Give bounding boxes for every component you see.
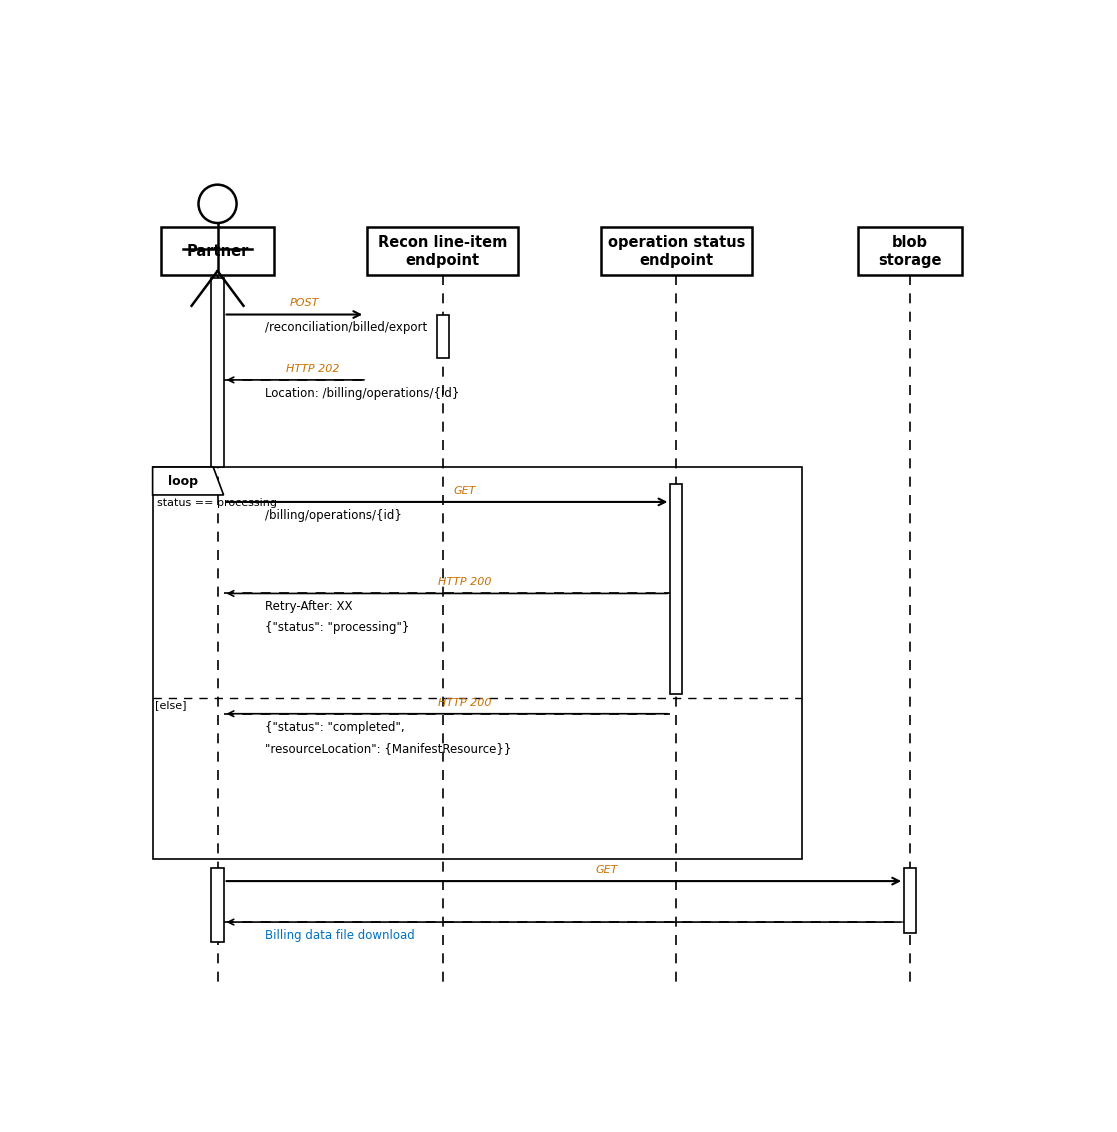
Text: /reconciliation/billed/export: /reconciliation/billed/export [265, 321, 428, 334]
Text: Recon line-item
endpoint: Recon line-item endpoint [378, 234, 507, 268]
Text: {"status": "processing"}: {"status": "processing"} [265, 621, 410, 634]
Polygon shape [153, 468, 223, 495]
Text: POST: POST [289, 299, 318, 308]
Text: loop: loop [168, 474, 198, 488]
Text: Billing data file download: Billing data file download [265, 929, 414, 942]
Text: HTTP 200: HTTP 200 [438, 577, 491, 588]
Bar [904, 868, 916, 934]
Bar [211, 278, 223, 468]
Bar [161, 228, 274, 275]
Text: "resourceLocation": {ManifestResource}}: "resourceLocation": {ManifestResource}} [265, 741, 512, 755]
Text: {"status": "completed",: {"status": "completed", [265, 721, 404, 734]
Text: blob
storage: blob storage [878, 234, 942, 268]
Bar [437, 315, 449, 358]
Text: GET: GET [454, 486, 476, 496]
Text: GET: GET [595, 865, 619, 875]
Text: Partner: Partner [187, 243, 249, 259]
Text: [else]: [else] [155, 700, 187, 710]
Text: Location: /billing/operations/{id}: Location: /billing/operations/{id} [265, 387, 459, 400]
Text: status == processing: status == processing [156, 498, 277, 507]
Text: Retry-After: XX: Retry-After: XX [265, 600, 353, 614]
Bar [153, 468, 802, 859]
Circle shape [199, 185, 237, 223]
Bar [601, 228, 752, 275]
Bar [858, 228, 962, 275]
Text: HTTP 202: HTTP 202 [286, 363, 340, 374]
Text: operation status
endpoint: operation status endpoint [608, 234, 745, 268]
Bar [366, 228, 518, 275]
Text: /billing/operations/{id}: /billing/operations/{id} [265, 509, 402, 522]
Text: HTTP 200: HTTP 200 [438, 697, 491, 708]
Bar [211, 868, 223, 942]
Bar [670, 484, 682, 694]
